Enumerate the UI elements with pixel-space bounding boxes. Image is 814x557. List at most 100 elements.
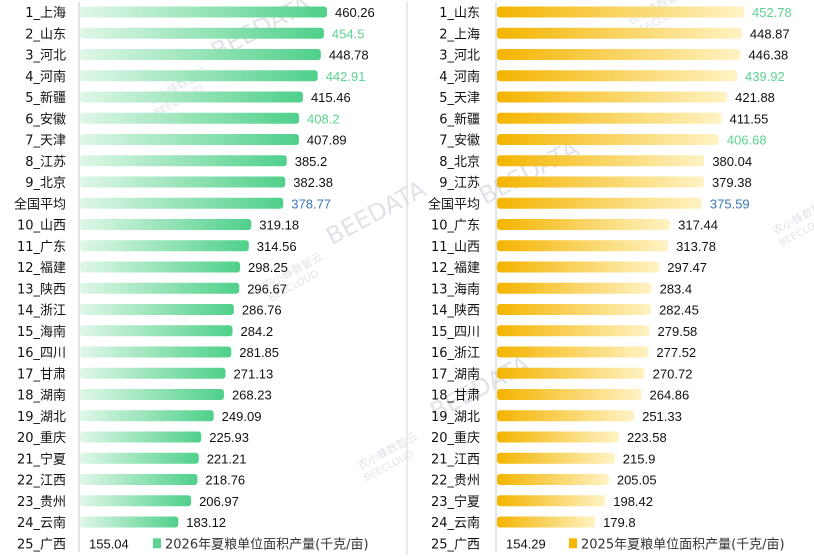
bar <box>80 49 321 60</box>
bar <box>80 474 198 485</box>
bar <box>497 495 606 507</box>
category-label: 5_天津 <box>439 91 480 106</box>
bar <box>497 112 722 124</box>
category-label: 10_广东 <box>431 219 480 234</box>
bar <box>497 27 742 39</box>
category-label: 15_海南 <box>17 324 66 340</box>
bar <box>497 431 619 443</box>
bar <box>497 516 596 528</box>
value-label: 271.13 <box>234 366 274 381</box>
bar <box>80 240 249 252</box>
category-label: 17_湖南 <box>431 366 480 382</box>
value-label: 313.78 <box>676 239 716 254</box>
value-label: 215.9 <box>623 451 656 466</box>
category-label: 17_甘肃 <box>17 367 66 382</box>
value-label: 264.86 <box>649 388 689 403</box>
category-label: 9_北京 <box>25 176 66 191</box>
value-label: 454.5 <box>332 26 365 41</box>
category-label: 9_江苏 <box>439 175 480 191</box>
value-label: 452.78 <box>752 5 792 20</box>
bar <box>80 6 327 18</box>
category-label: 2_上海 <box>439 27 480 42</box>
bar <box>80 452 199 464</box>
bar <box>497 474 609 485</box>
bar <box>80 367 226 379</box>
value-label: 279.58 <box>658 324 698 339</box>
category-label: 13_海南 <box>431 281 480 297</box>
value-label: 296.67 <box>247 281 287 296</box>
category-label: 6_新疆 <box>439 111 480 127</box>
bar <box>80 91 303 103</box>
category-label: 21_江西 <box>431 452 480 467</box>
category-label: 25_广西 <box>431 537 480 552</box>
value-label: 382.38 <box>293 175 333 190</box>
watermark-brand-data: BEEDATA <box>322 175 432 251</box>
category-label: 14_陕西 <box>431 304 480 319</box>
bar <box>497 219 671 230</box>
value-label: 277.52 <box>656 345 696 360</box>
bar <box>497 282 652 294</box>
category-label: 16_浙江 <box>431 346 480 361</box>
category-label: 7_安徽 <box>439 134 480 149</box>
bar <box>80 282 240 294</box>
value-label: 411.55 <box>730 111 769 126</box>
category-label: 3_河北 <box>25 49 66 64</box>
value-label: 179.8 <box>603 515 636 530</box>
category-label: 16_四川 <box>17 346 66 361</box>
category-label: 8_江苏 <box>25 154 66 170</box>
bar <box>497 367 645 379</box>
value-label: 408.2 <box>307 111 340 126</box>
bar <box>497 70 737 82</box>
bar <box>80 410 214 422</box>
bar <box>497 304 652 315</box>
bar <box>497 155 705 167</box>
bar <box>80 155 287 167</box>
value-label: 206.97 <box>199 494 239 509</box>
bar <box>80 134 299 145</box>
category-label: 24_云南 <box>431 515 480 531</box>
category-label: 23_宁夏 <box>431 494 480 510</box>
category-label: 20_重庆 <box>17 430 66 446</box>
category-label: 21_宁夏 <box>17 451 66 467</box>
value-label: 317.44 <box>678 218 718 233</box>
bar <box>80 261 241 273</box>
value-label: 268.23 <box>232 388 272 403</box>
value-label: 446.38 <box>749 48 789 63</box>
category-label: 12_福建 <box>17 261 66 276</box>
category-label: 全国平均 <box>428 196 480 212</box>
category-label: 23_贵州 <box>17 495 66 510</box>
value-label: 448.87 <box>750 26 790 41</box>
category-label: 13_陕西 <box>17 282 66 297</box>
value-label: 415.46 <box>311 90 351 105</box>
category-label: 10_山西 <box>17 219 66 234</box>
bar <box>497 197 702 209</box>
bar <box>497 134 719 145</box>
value-label: 439.92 <box>745 69 785 84</box>
value-label: 380.04 <box>712 154 752 169</box>
category-label: 18_甘肃 <box>431 389 480 404</box>
category-label: 22_贵州 <box>431 474 480 489</box>
category-label: 7_天津 <box>25 134 66 149</box>
bar <box>80 516 179 528</box>
category-label: 2_山东 <box>25 27 66 42</box>
category-label: 22_江西 <box>17 474 66 489</box>
value-label: 314.56 <box>257 239 297 254</box>
bar <box>80 27 324 39</box>
bar <box>497 346 649 358</box>
value-label: 221.21 <box>207 451 247 466</box>
bar <box>80 197 284 209</box>
category-label: 1_山东 <box>439 6 480 21</box>
category-label: 11_山西 <box>431 240 480 255</box>
value-label: 297.47 <box>667 260 707 275</box>
category-label: 14_浙江 <box>17 304 66 319</box>
value-label: 284.2 <box>241 324 274 339</box>
category-label: 1_上海 <box>25 6 66 21</box>
bar <box>497 389 642 400</box>
bar <box>80 219 252 230</box>
value-label: 270.72 <box>653 366 693 381</box>
category-label: 8_北京 <box>439 155 480 170</box>
bar <box>80 176 286 188</box>
value-label: 249.09 <box>222 409 262 424</box>
chart-panel-2025: 1_山东 452.78 2_上海 448.87 3_河北 446.38 4_河南 439.92… <box>428 2 792 552</box>
